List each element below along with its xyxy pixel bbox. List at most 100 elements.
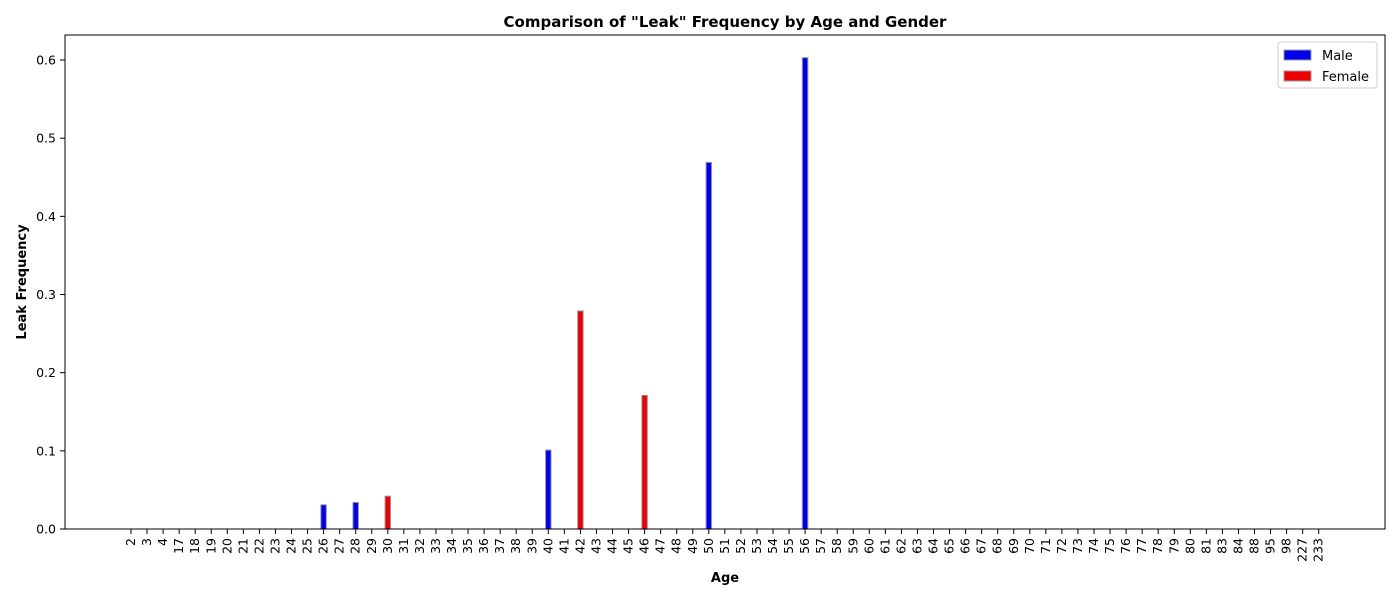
x-tick-label: 75	[1102, 538, 1117, 554]
x-tick-label: 20	[219, 538, 234, 554]
x-tick-label: 31	[396, 538, 411, 554]
x-tick-label: 38	[508, 538, 523, 554]
x-tick-label: 50	[701, 538, 716, 554]
x-tick-label: 54	[765, 538, 780, 554]
x-tick-label: 2	[123, 538, 138, 546]
x-tick-label: 36	[476, 538, 491, 554]
x-tick-label: 40	[540, 538, 555, 554]
x-tick-label: 80	[1182, 538, 1197, 554]
bar-male-26	[320, 504, 327, 530]
legend-swatch-female	[1283, 70, 1312, 82]
x-tick-label: 70	[1022, 538, 1037, 554]
x-tick-label: 17	[171, 538, 186, 554]
x-tick-label: 84	[1230, 538, 1245, 554]
x-tick-label: 64	[926, 538, 941, 554]
y-tick-label: 0.1	[36, 443, 56, 458]
bar-male-50	[705, 161, 713, 530]
bar-male-28	[352, 501, 359, 530]
x-tick-label: 32	[412, 538, 427, 554]
y-axis-label: Leak Frequency	[15, 224, 30, 340]
x-tick-label: 88	[1247, 538, 1262, 554]
plot-area-frame	[64, 34, 1386, 530]
legend-label-female: Female	[1322, 70, 1369, 85]
x-tick-label: 63	[909, 538, 924, 554]
x-tick-label: 55	[781, 538, 796, 554]
x-tick-label: 45	[621, 538, 636, 554]
y-axis-ticks: 0.0 0.1 0.2 0.3 0.4 0.5 0.6	[36, 53, 65, 537]
x-tick-label: 23	[267, 538, 282, 554]
x-tick-label: 4	[155, 538, 170, 546]
x-axis-ticks: 2 3 4 17 18 19 20 21 22 23 24 25 26 27 28 29 30 31 32 33 34 3…	[123, 529, 1326, 562]
legend: Male Female	[1277, 41, 1378, 89]
x-tick-label: 49	[685, 538, 700, 554]
x-tick-label: 68	[990, 538, 1005, 554]
x-tick-label: 48	[669, 538, 684, 554]
x-tick-label: 39	[524, 538, 539, 554]
y-tick-label: 0.4	[36, 209, 56, 224]
y-tick-label: 0.0	[36, 522, 56, 537]
x-tick-label: 28	[348, 538, 363, 554]
x-tick-label: 52	[733, 538, 748, 554]
x-tick-label: 33	[428, 538, 443, 554]
x-tick-label: 30	[380, 538, 395, 554]
y-tick-label: 0.6	[36, 53, 56, 68]
x-tick-label: 46	[637, 538, 652, 554]
x-axis-label: Age	[711, 571, 739, 586]
x-tick-label: 3	[139, 538, 154, 546]
x-tick-label: 58	[829, 538, 844, 554]
x-tick-label: 62	[893, 538, 908, 554]
x-tick-label: 72	[1054, 538, 1069, 554]
y-tick-label: 0.3	[36, 287, 56, 302]
bars-group	[320, 57, 809, 530]
x-tick-label: 71	[1038, 538, 1053, 554]
chart-title: Comparison of "Leak" Frequency by Age an…	[504, 13, 948, 31]
x-tick-label: 42	[572, 538, 587, 554]
x-tick-label: 34	[444, 538, 459, 554]
x-tick-label: 76	[1118, 538, 1133, 554]
x-tick-label: 74	[1086, 538, 1101, 554]
x-tick-label: 57	[813, 538, 828, 554]
x-tick-label: 56	[797, 538, 812, 554]
x-tick-label: 67	[974, 538, 989, 554]
x-tick-label: 61	[877, 538, 892, 554]
x-tick-label: 69	[1006, 538, 1021, 554]
x-tick-label: 18	[187, 538, 202, 554]
x-tick-label: 24	[284, 538, 299, 554]
x-tick-label: 53	[749, 538, 764, 554]
x-tick-label: 26	[316, 538, 331, 554]
x-tick-label: 59	[845, 538, 860, 554]
x-tick-label: 73	[1070, 538, 1085, 554]
x-tick-label: 81	[1198, 538, 1213, 554]
x-tick-label: 19	[203, 538, 218, 554]
x-tick-label: 22	[251, 538, 266, 554]
x-tick-label: 44	[605, 538, 620, 554]
x-tick-label: 35	[460, 538, 475, 554]
x-tick-label: 65	[942, 538, 957, 554]
x-tick-label: 98	[1279, 538, 1294, 554]
bar-male-40	[545, 449, 552, 530]
bar-female-30	[384, 495, 392, 530]
x-tick-label: 27	[332, 538, 347, 554]
x-tick-label: 79	[1166, 538, 1181, 554]
x-tick-label: 47	[653, 538, 668, 554]
legend-swatch-male	[1283, 49, 1312, 61]
x-tick-label: 77	[1134, 538, 1149, 554]
bar-male-56	[801, 57, 809, 530]
x-tick-label: 25	[300, 538, 315, 554]
y-tick-label: 0.2	[36, 365, 56, 380]
x-tick-label: 83	[1214, 538, 1229, 554]
x-tick-label: 233	[1311, 538, 1326, 562]
bar-female-46	[641, 394, 648, 530]
y-tick-label: 0.5	[36, 131, 56, 146]
x-tick-label: 37	[492, 538, 507, 554]
x-tick-label: 29	[364, 538, 379, 554]
x-tick-label: 43	[588, 538, 603, 554]
x-tick-label: 78	[1150, 538, 1165, 554]
legend-label-male: Male	[1322, 49, 1353, 64]
x-tick-label: 41	[556, 538, 571, 554]
bar-female-42	[577, 310, 584, 530]
x-tick-label: 95	[1263, 538, 1278, 554]
x-tick-label: 227	[1295, 538, 1310, 562]
x-tick-label: 21	[235, 538, 250, 554]
